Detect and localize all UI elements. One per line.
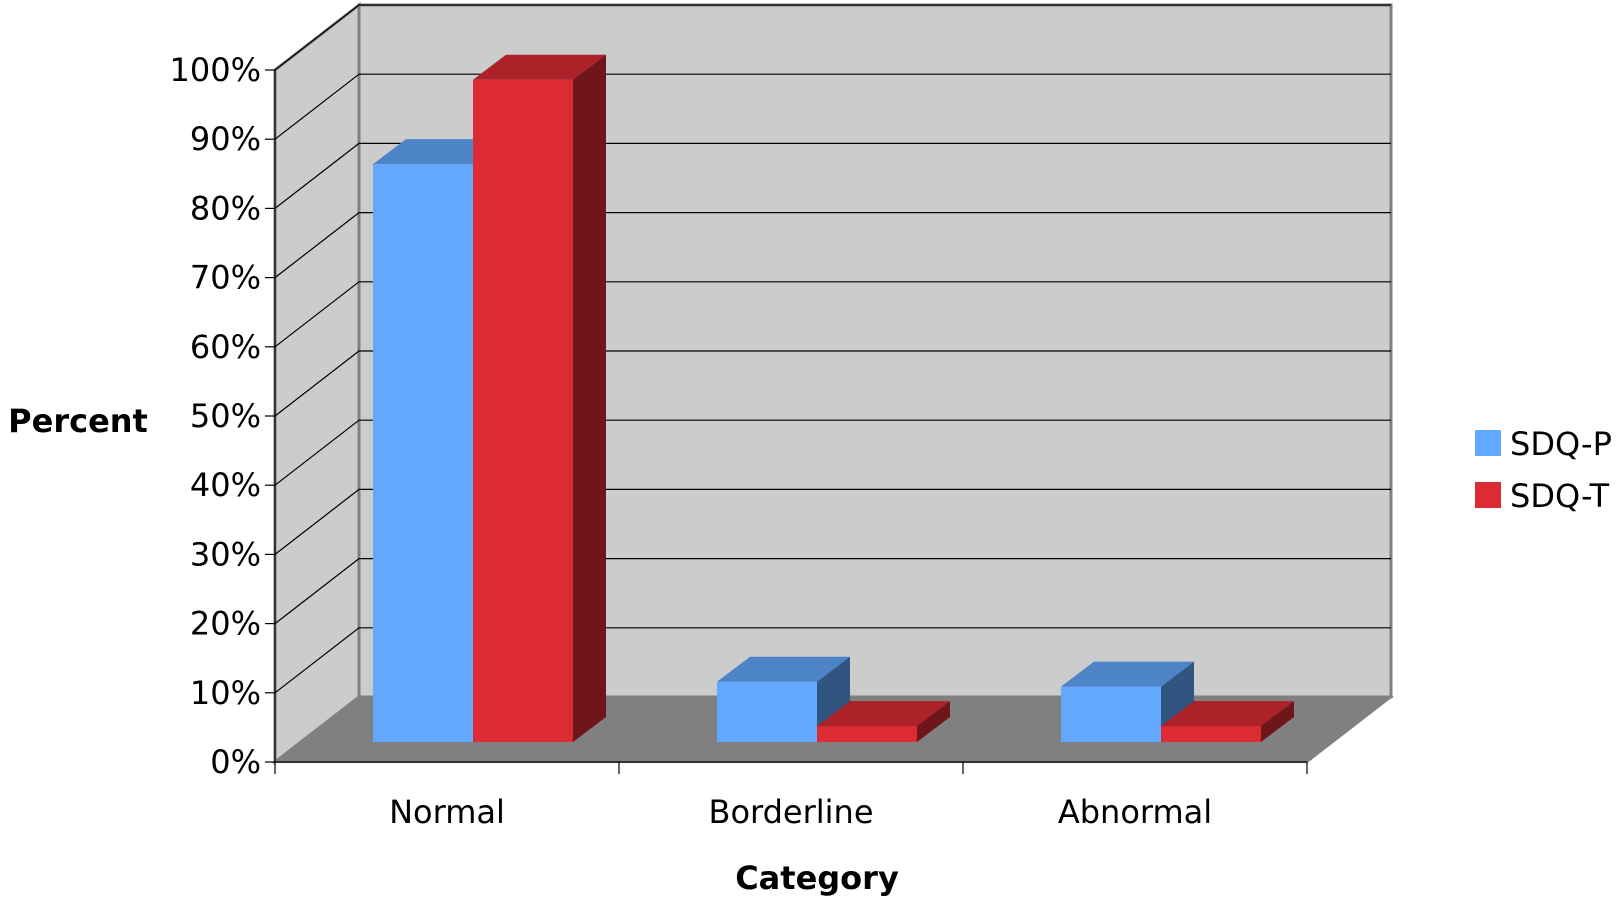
bar-top — [1061, 661, 1194, 687]
y-tick-label: 80% — [190, 189, 261, 227]
y-tick-label: 70% — [190, 259, 261, 297]
bar-side — [1261, 701, 1294, 742]
axes — [265, 69, 1308, 774]
gridline — [274, 281, 1391, 348]
bar-front — [1061, 686, 1161, 742]
y-tick-labels: 0% 10% 20% 30% 40% 50% 60% 70% 80% 90% 100% — [170, 51, 261, 781]
gridlines — [274, 4, 1391, 694]
bar-front — [717, 681, 817, 742]
gridline — [274, 350, 1391, 417]
gridline — [274, 4, 1391, 71]
legend-label-sdq-t: SDQ-T — [1510, 477, 1610, 515]
x-category-label: Normal — [389, 793, 505, 831]
bar-front — [473, 79, 573, 743]
y-tick-label: 40% — [190, 466, 261, 504]
y-tick-label: 20% — [190, 605, 261, 643]
bar-side — [917, 701, 950, 742]
bar-front — [373, 164, 473, 742]
gridline — [274, 627, 1391, 694]
bar-front — [817, 726, 917, 742]
legend-swatch-sdq-t — [1475, 482, 1501, 508]
bar-front — [1161, 726, 1261, 742]
y-tick-label: 0% — [210, 743, 261, 781]
bar-top — [717, 656, 850, 682]
legend-label-sdq-p: SDQ-P — [1510, 425, 1612, 463]
y-axis-title: Percent — [8, 402, 148, 440]
bar-side — [573, 54, 606, 743]
x-category-label: Abnormal — [1058, 793, 1212, 831]
y-tick-label: 10% — [190, 674, 261, 712]
y-tick-label: 60% — [190, 328, 261, 366]
legend: SDQ-P SDQ-T — [1475, 425, 1612, 515]
gridline — [274, 212, 1391, 279]
bar-top — [1161, 701, 1294, 727]
gridline — [274, 488, 1391, 555]
bars — [373, 54, 1294, 743]
y-tick-label: 30% — [190, 535, 261, 573]
bar-top — [817, 701, 950, 727]
legend-swatch-sdq-p — [1475, 430, 1501, 456]
bar-sdq-t-normal — [473, 54, 606, 743]
x-category-label: Borderline — [708, 793, 873, 831]
y-tick-label: 100% — [170, 51, 261, 89]
x-category-labels: Normal Borderline Abnormal — [389, 793, 1212, 831]
bar-sdq-p-borderline — [717, 656, 850, 742]
bar-sdq-t-borderline — [817, 701, 950, 742]
bar-top — [373, 139, 506, 165]
gridline — [274, 142, 1391, 209]
y-tick-label: 50% — [190, 397, 261, 435]
bar-sdq-p-abnormal — [1061, 661, 1194, 742]
gridline — [274, 557, 1391, 625]
bar-top — [473, 54, 606, 80]
x-axis-title: Category — [735, 859, 899, 897]
gridline — [274, 73, 1391, 140]
y-tick-label: 90% — [190, 120, 261, 158]
gridline — [274, 419, 1391, 486]
bar-sdq-t-abnormal — [1161, 701, 1294, 742]
